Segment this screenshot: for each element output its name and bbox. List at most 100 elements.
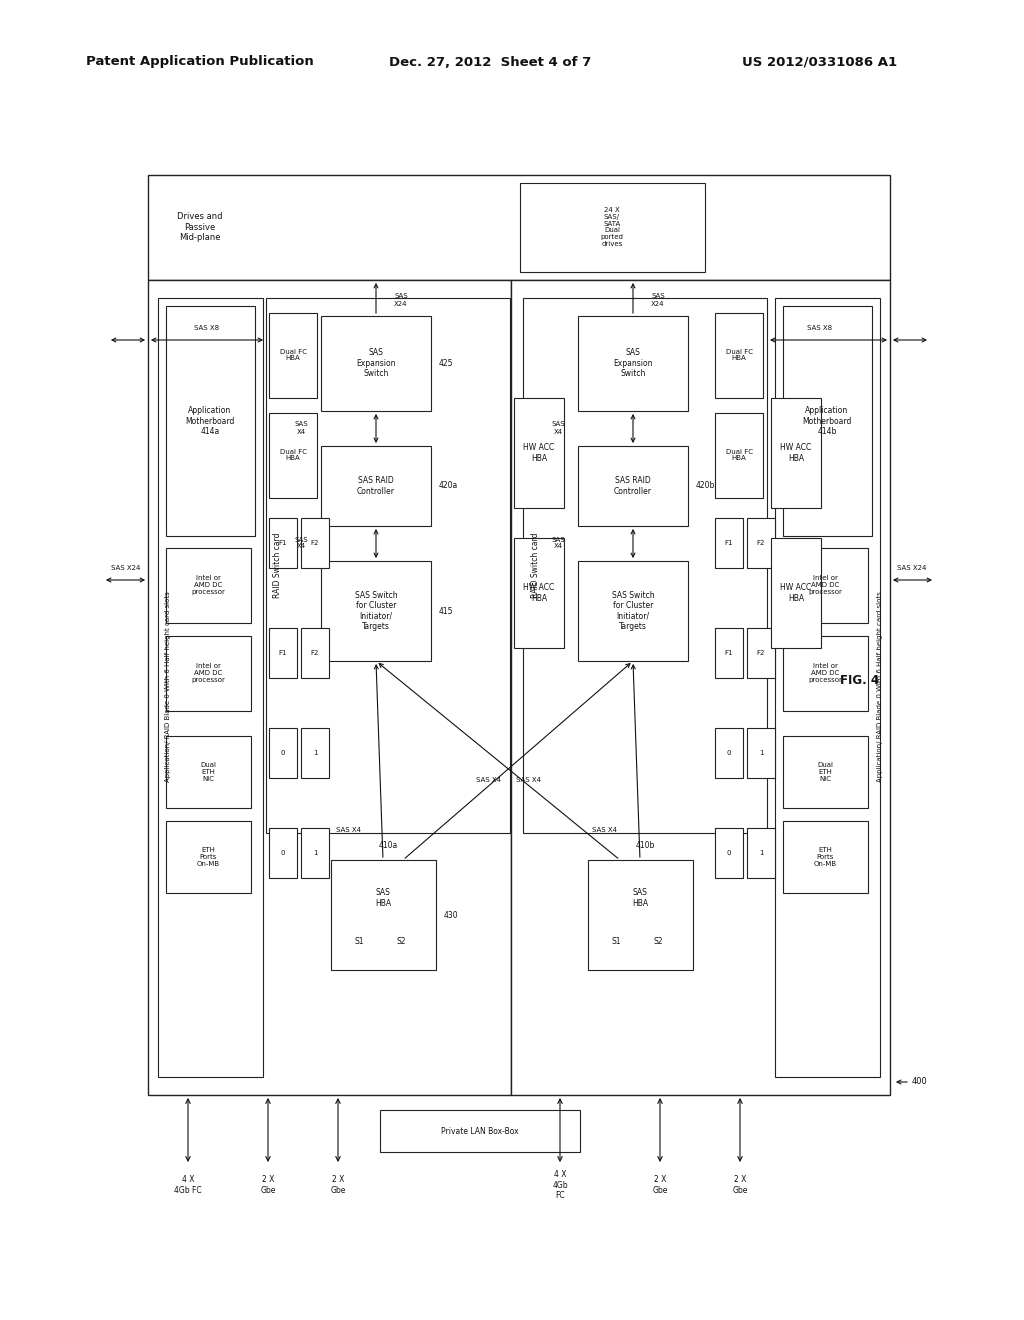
Bar xyxy=(166,548,251,623)
Text: 4 X
4Gb
FC: 4 X 4Gb FC xyxy=(552,1170,568,1200)
Text: SAS Switch
for Cluster
Initiator/
Targets: SAS Switch for Cluster Initiator/ Target… xyxy=(611,591,654,631)
Text: 410b: 410b xyxy=(635,841,654,850)
Bar xyxy=(269,313,317,399)
Bar xyxy=(321,561,431,661)
Bar xyxy=(783,636,868,711)
Text: Dual
ETH
NIC: Dual ETH NIC xyxy=(200,762,216,781)
Bar xyxy=(166,821,251,894)
Text: SAS
X24: SAS X24 xyxy=(651,293,665,306)
Bar xyxy=(321,446,431,525)
Text: 2 X
Gbe: 2 X Gbe xyxy=(260,1175,275,1195)
Text: SAS X8: SAS X8 xyxy=(808,325,833,331)
Bar xyxy=(715,313,763,399)
Text: Intel or
AMD DC
processor: Intel or AMD DC processor xyxy=(808,663,842,682)
Text: RAID Switch card: RAID Switch card xyxy=(530,532,540,598)
Text: 1: 1 xyxy=(312,750,317,756)
Text: SAS RAID
Controller: SAS RAID Controller xyxy=(357,477,395,496)
Bar xyxy=(269,413,317,498)
Bar xyxy=(514,399,564,508)
Text: Dual FC
HBA: Dual FC HBA xyxy=(725,348,753,362)
Text: 0: 0 xyxy=(281,850,286,855)
Text: 2 X
Gbe: 2 X Gbe xyxy=(732,1175,748,1195)
Bar xyxy=(775,298,880,1077)
Text: F1: F1 xyxy=(279,649,288,656)
Bar xyxy=(380,1110,580,1152)
Bar xyxy=(588,861,693,970)
Text: 400: 400 xyxy=(912,1077,928,1086)
Bar xyxy=(331,861,436,970)
Text: Private LAN Box-Box: Private LAN Box-Box xyxy=(441,1126,519,1135)
Text: Application
Motherboard
414a: Application Motherboard 414a xyxy=(185,407,234,436)
Bar xyxy=(269,517,297,568)
Text: HW ACC
HBA: HW ACC HBA xyxy=(780,583,812,603)
Bar xyxy=(715,628,743,678)
Text: SAS Switch
for Cluster
Initiator/
Targets: SAS Switch for Cluster Initiator/ Target… xyxy=(354,591,397,631)
Text: Dual FC
HBA: Dual FC HBA xyxy=(280,449,306,462)
Text: Patent Application Publication: Patent Application Publication xyxy=(86,55,314,69)
Bar xyxy=(523,298,767,833)
Bar xyxy=(166,737,251,808)
Bar xyxy=(269,628,297,678)
Bar xyxy=(301,517,329,568)
Bar xyxy=(511,280,890,1096)
Text: S1: S1 xyxy=(611,937,621,946)
Bar xyxy=(715,729,743,777)
Text: 410a: 410a xyxy=(379,841,397,850)
Text: SAS X24: SAS X24 xyxy=(897,565,927,572)
Text: 0: 0 xyxy=(727,850,731,855)
Text: 430: 430 xyxy=(444,911,459,920)
Bar xyxy=(578,446,688,525)
Bar xyxy=(746,517,775,568)
Text: 415: 415 xyxy=(439,606,454,615)
Bar xyxy=(301,828,329,878)
Text: 0: 0 xyxy=(281,750,286,756)
Text: RAID Switch card: RAID Switch card xyxy=(273,532,283,598)
Text: SAS X24: SAS X24 xyxy=(112,565,140,572)
Bar xyxy=(715,413,763,498)
Text: Dual FC
HBA: Dual FC HBA xyxy=(280,348,306,362)
Text: FIG. 4: FIG. 4 xyxy=(840,673,880,686)
Text: ETH
Ports
On-MB: ETH Ports On-MB xyxy=(197,847,219,867)
Text: SAS X4: SAS X4 xyxy=(593,828,617,833)
Bar xyxy=(783,821,868,894)
Bar xyxy=(715,828,743,878)
Bar xyxy=(783,737,868,808)
Text: 24 X
SAS/
SATA
Dual
ported
drives: 24 X SAS/ SATA Dual ported drives xyxy=(600,206,624,248)
Text: US 2012/0331086 A1: US 2012/0331086 A1 xyxy=(742,55,898,69)
Text: 1: 1 xyxy=(312,850,317,855)
Text: F2: F2 xyxy=(311,540,319,546)
Text: SAS
HBA: SAS HBA xyxy=(632,888,648,908)
Text: 2 X
Gbe: 2 X Gbe xyxy=(652,1175,668,1195)
Bar xyxy=(746,628,775,678)
Text: S1: S1 xyxy=(354,937,364,946)
Bar xyxy=(266,298,510,833)
Text: 420b: 420b xyxy=(696,482,716,491)
Text: 1: 1 xyxy=(759,750,763,756)
Text: F1: F1 xyxy=(725,540,733,546)
Bar xyxy=(746,729,775,777)
Bar xyxy=(771,399,821,508)
Text: 1: 1 xyxy=(759,850,763,855)
Text: 2 X
Gbe: 2 X Gbe xyxy=(331,1175,346,1195)
Text: SAS
X4: SAS X4 xyxy=(551,536,565,549)
Bar xyxy=(783,548,868,623)
Text: SAS X4: SAS X4 xyxy=(336,828,360,833)
Text: SAS
Expansion
Switch: SAS Expansion Switch xyxy=(356,348,395,378)
Bar xyxy=(514,539,564,648)
Text: ETH
Ports
On-MB: ETH Ports On-MB xyxy=(813,847,837,867)
Bar xyxy=(715,517,743,568)
Text: Dec. 27, 2012  Sheet 4 of 7: Dec. 27, 2012 Sheet 4 of 7 xyxy=(389,55,591,69)
Text: SAS X4: SAS X4 xyxy=(515,777,541,783)
Bar xyxy=(771,539,821,648)
Text: HW ACC
HBA: HW ACC HBA xyxy=(523,583,555,603)
Bar xyxy=(520,183,705,272)
Bar xyxy=(269,729,297,777)
Bar xyxy=(269,828,297,878)
Bar xyxy=(301,729,329,777)
Bar xyxy=(148,280,511,1096)
Text: SAS RAID
Controller: SAS RAID Controller xyxy=(614,477,652,496)
Text: SAS
HBA: SAS HBA xyxy=(375,888,391,908)
Text: Dual FC
HBA: Dual FC HBA xyxy=(725,449,753,462)
Bar xyxy=(578,561,688,661)
Text: F1: F1 xyxy=(725,649,733,656)
